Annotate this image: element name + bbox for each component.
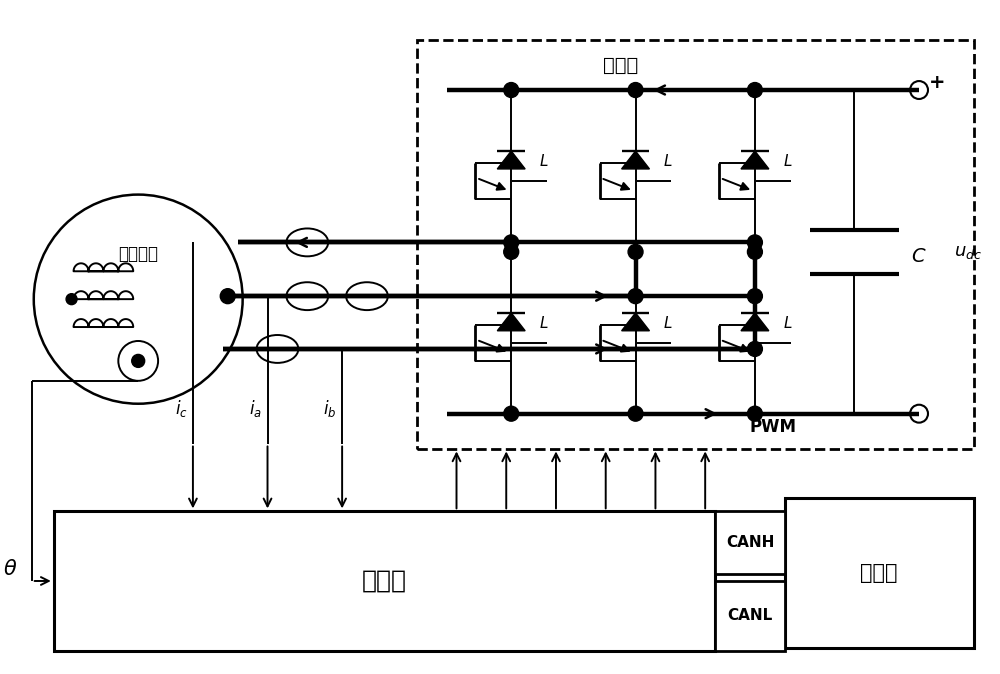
- Text: +: +: [929, 73, 945, 92]
- Circle shape: [747, 288, 762, 304]
- Text: 控制器: 控制器: [362, 569, 407, 593]
- Polygon shape: [497, 151, 525, 169]
- Text: 主电路: 主电路: [603, 56, 638, 75]
- Circle shape: [504, 245, 519, 259]
- Text: CANL: CANL: [727, 609, 773, 623]
- Text: $L$: $L$: [539, 153, 549, 169]
- Circle shape: [504, 406, 519, 421]
- Circle shape: [504, 82, 519, 98]
- Text: $u_{dc}$: $u_{dc}$: [954, 243, 982, 261]
- FancyBboxPatch shape: [715, 512, 785, 574]
- Text: $i_b$: $i_b$: [323, 398, 337, 419]
- Circle shape: [747, 82, 762, 98]
- Circle shape: [747, 406, 762, 421]
- FancyBboxPatch shape: [715, 581, 785, 650]
- Text: $\theta$: $\theta$: [3, 559, 17, 579]
- Circle shape: [628, 288, 643, 304]
- Polygon shape: [741, 151, 769, 169]
- Circle shape: [628, 406, 643, 421]
- Circle shape: [220, 288, 235, 304]
- Text: $C$: $C$: [911, 247, 927, 266]
- Text: $L$: $L$: [783, 153, 792, 169]
- Text: 永磁电机: 永磁电机: [118, 245, 158, 264]
- Polygon shape: [497, 313, 525, 331]
- Circle shape: [628, 82, 643, 98]
- Circle shape: [747, 342, 762, 357]
- Circle shape: [132, 355, 145, 367]
- Text: $L$: $L$: [783, 315, 792, 331]
- Text: $i_c$: $i_c$: [175, 398, 187, 419]
- Polygon shape: [622, 151, 649, 169]
- Text: $L$: $L$: [663, 153, 673, 169]
- Circle shape: [628, 245, 643, 259]
- Text: CANH: CANH: [726, 535, 774, 550]
- Text: $i_a$: $i_a$: [249, 398, 262, 419]
- Circle shape: [504, 235, 519, 250]
- Circle shape: [747, 245, 762, 259]
- Text: $L$: $L$: [663, 315, 673, 331]
- Text: 上位机: 上位机: [860, 563, 898, 583]
- Polygon shape: [741, 313, 769, 331]
- Circle shape: [747, 235, 762, 250]
- Text: $L$: $L$: [539, 315, 549, 331]
- FancyBboxPatch shape: [785, 498, 974, 648]
- FancyBboxPatch shape: [54, 512, 715, 650]
- Polygon shape: [622, 313, 649, 331]
- Circle shape: [66, 294, 77, 305]
- Text: PWM: PWM: [750, 418, 797, 435]
